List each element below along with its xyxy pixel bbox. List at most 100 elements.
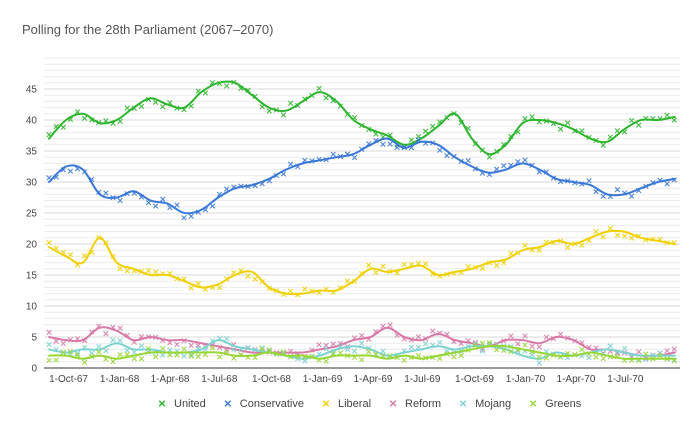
liberal-poll-marker (628, 235, 635, 241)
conservative-trend-line (48, 137, 676, 215)
reform-poll-marker (174, 341, 180, 348)
greens-poll-marker (437, 355, 443, 362)
liberal-poll-marker (536, 247, 542, 253)
x-tick-label: 1-Apr-68 (151, 374, 190, 385)
legend-label-greens: Greens (545, 398, 582, 410)
reform-poll-marker (60, 340, 66, 347)
liberal-poll-marker (252, 276, 258, 282)
legend: United Conservative Liberal Reform Mojang Gre… (158, 398, 582, 410)
mojang-poll-marker (351, 348, 358, 354)
liberal-poll-marker (522, 242, 528, 249)
liberal-poll-marker (373, 269, 379, 276)
legend-marker-conservative (224, 400, 232, 407)
series-conservative (46, 137, 677, 221)
conservative-poll-marker (117, 197, 123, 204)
united-poll-marker (287, 100, 294, 106)
greens-poll-marker (259, 346, 265, 352)
greens-poll-marker (593, 354, 599, 360)
united-poll-marker (671, 117, 677, 123)
greens-poll-marker (46, 357, 52, 364)
united-poll-marker (160, 104, 166, 110)
united-poll-marker (422, 128, 429, 134)
reform-poll-marker (117, 325, 123, 331)
greens-poll-marker (181, 346, 187, 352)
united-poll-marker (280, 112, 287, 118)
mojang-poll-marker (358, 340, 365, 347)
reform-poll-marker (636, 349, 642, 355)
mojang-poll-marker (231, 347, 237, 353)
conservative-poll-marker (209, 203, 216, 209)
legend-label-reform: Reform (405, 398, 441, 410)
conservative-poll-marker (67, 168, 74, 174)
greens-poll-marker (600, 355, 606, 362)
mojang-poll-marker (607, 343, 613, 349)
legend-item-liberal: Liberal (322, 398, 371, 410)
united-poll-marker (323, 95, 329, 101)
greens-poll-marker (266, 347, 272, 353)
x-tick-label: 1-Jan-69 (303, 374, 343, 385)
greens-poll-marker (67, 348, 74, 355)
liberal-poll-marker (145, 267, 152, 274)
reform-poll-marker (557, 331, 564, 338)
liberal-poll-marker (46, 240, 52, 246)
united-poll-marker (316, 85, 322, 92)
liberal-poll-marker (564, 244, 571, 251)
legend-item-reform: Reform (389, 398, 441, 410)
reform-poll-marker (415, 334, 422, 340)
conservative-poll-marker (501, 163, 507, 169)
legend-marker-united (158, 400, 166, 407)
liberal-poll-marker (188, 285, 194, 291)
mojang-poll-marker (103, 348, 109, 354)
liberal-poll-marker (593, 228, 599, 235)
series-mojang (46, 335, 677, 366)
mojang-poll-marker (323, 345, 329, 352)
greens-poll-marker (458, 352, 464, 359)
conservative-poll-marker (387, 141, 393, 147)
reform-poll-marker (664, 348, 670, 354)
greens-poll-marker (117, 352, 123, 358)
x-tick-label: 1-Apr-69 (354, 374, 393, 385)
conservative-poll-marker (330, 151, 336, 157)
greens-poll-marker (81, 359, 88, 366)
reform-poll-marker (543, 334, 550, 340)
y-tick-label: 0 (31, 364, 37, 375)
mojang-poll-marker (131, 349, 138, 355)
mojang-poll-marker (621, 345, 628, 352)
liberal-poll-marker (479, 265, 486, 272)
greens-poll-marker (145, 346, 152, 352)
liberal-poll-marker (67, 252, 74, 258)
reform-poll-marker (358, 332, 365, 339)
liberal-poll-marker (614, 232, 621, 238)
greens-poll-marker (579, 346, 585, 353)
mojang-poll-marker (110, 337, 116, 343)
liberal-poll-marker (195, 280, 201, 287)
greens-poll-marker (358, 357, 365, 363)
greens-poll-marker (451, 354, 457, 360)
united-poll-marker (124, 105, 130, 111)
legend-marker-reform (389, 400, 397, 407)
x-tick-label: 1-Jan-70 (506, 374, 546, 385)
united-poll-marker (138, 103, 145, 110)
mojang-poll-marker (74, 350, 81, 357)
legend-label-conservative: Conservative (240, 398, 304, 410)
greens-poll-marker (643, 351, 649, 357)
mojang-poll-marker (437, 339, 443, 346)
greens-poll-marker (493, 347, 500, 353)
reform-poll-marker (330, 341, 336, 347)
greens-poll-marker (472, 342, 479, 348)
mojang-poll-marker (181, 353, 187, 359)
liberal-poll-marker (216, 285, 223, 291)
liberal-poll-marker (621, 233, 628, 239)
reform-poll-marker (515, 341, 521, 347)
conservative-poll-marker (628, 193, 635, 199)
y-tick-label: 5 (31, 333, 37, 344)
united-poll-marker (628, 117, 635, 124)
x-axis-ticks: 1-Oct-67 1-Jan-68 1-Apr-68 1-Jul-68 1-Oct-68… (49, 374, 644, 385)
reform-trend-line (48, 326, 676, 357)
liberal-poll-marker (287, 288, 294, 294)
conservative-poll-marker (600, 193, 606, 199)
x-tick-label: 1-Jan-68 (100, 374, 140, 385)
united-poll-marker (223, 83, 230, 89)
conservative-poll-marker (103, 190, 109, 196)
greens-poll-marker (60, 349, 66, 356)
